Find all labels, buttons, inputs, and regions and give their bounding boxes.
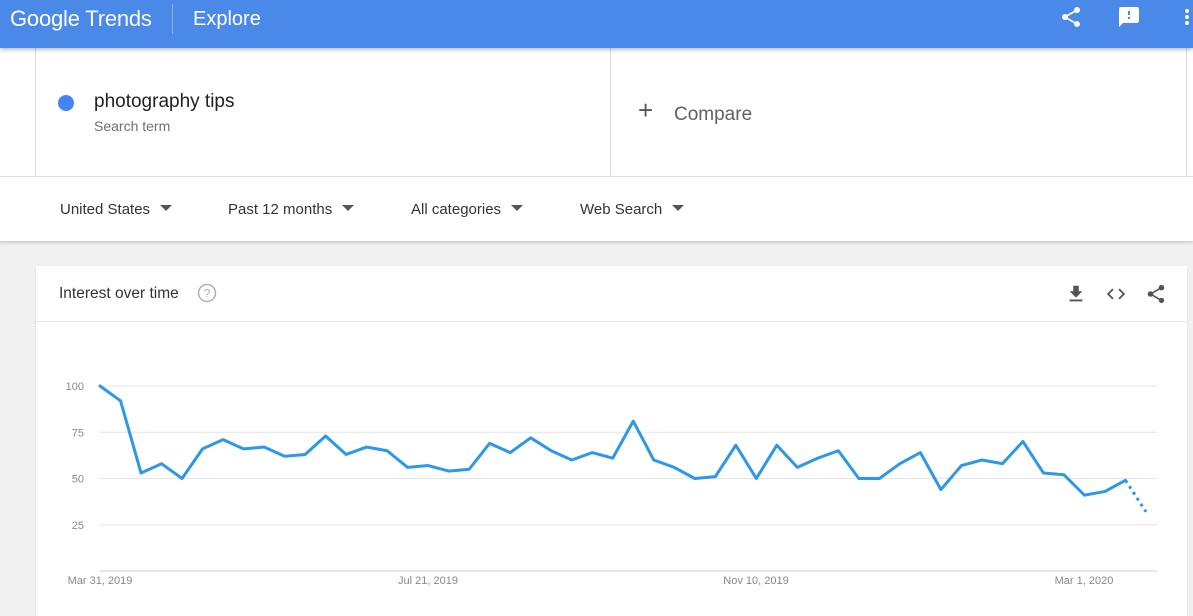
series-partial-line [1124, 479, 1148, 513]
filter-bar: United States Past 12 months All categor… [0, 176, 1193, 241]
share-icon[interactable] [1145, 283, 1167, 305]
region-dropdown[interactable]: United States [60, 201, 173, 218]
plus-icon: + [638, 95, 654, 125]
page-title: Explore [193, 8, 261, 30]
interest-line-chart[interactable]: 25 50 75 100 Mar 31, 2019 Jul 21, 2019 Nov 10,… [36, 266, 1187, 616]
x-tick-label: Mar 31, 2019 [68, 575, 133, 587]
category-dropdown[interactable]: All categories [411, 201, 524, 218]
logo-google-text: Google [10, 6, 80, 31]
feedback-icon[interactable] [1117, 5, 1141, 29]
svg-text:?: ? [204, 287, 211, 301]
more-vert-icon[interactable] [1175, 5, 1193, 29]
y-tick-label: 100 [66, 381, 84, 393]
card-title: Interest over time [59, 285, 179, 302]
category-label: All categories [411, 201, 502, 218]
y-tick-label: 25 [72, 520, 84, 532]
term-color-dot [58, 95, 74, 111]
dropdown-arrow-icon [511, 205, 524, 212]
y-tick-label: 75 [72, 427, 84, 439]
search-terms-panel: photography tips Search term + Compare [0, 48, 1193, 176]
x-tick-label: Nov 10, 2019 [723, 575, 788, 587]
dropdown-arrow-icon [160, 205, 173, 212]
interest-over-time-card: Interest over time ? 25 50 75 100 Mar 31, 20… [36, 266, 1187, 616]
search-type-label: Web Search [580, 201, 663, 218]
download-icon[interactable] [1065, 283, 1087, 305]
dropdown-arrow-icon [342, 205, 355, 212]
compare-button[interactable]: + Compare [611, 48, 1187, 176]
compare-label: Compare [674, 104, 753, 125]
series-line [98, 384, 1127, 497]
help-icon[interactable]: ? [197, 283, 217, 303]
search-term-name[interactable]: photography tips [94, 91, 235, 112]
region-label: United States [60, 201, 151, 218]
logo-trends-text: Trends [85, 6, 152, 31]
top-app-bar: Google Trends Explore [0, 0, 1193, 48]
google-trends-logo[interactable]: Google Trends [10, 6, 152, 32]
share-icon[interactable] [1059, 5, 1083, 29]
dropdown-arrow-icon [672, 205, 685, 212]
search-term-subtitle: Search term [94, 118, 171, 134]
embed-icon[interactable] [1105, 283, 1127, 305]
time-range-dropdown[interactable]: Past 12 months [228, 201, 355, 218]
x-tick-label: Jul 21, 2019 [398, 575, 458, 587]
search-term-card[interactable]: photography tips Search term [35, 48, 611, 176]
time-range-label: Past 12 months [228, 201, 333, 218]
search-type-dropdown[interactable]: Web Search [580, 201, 685, 218]
header-divider [172, 4, 173, 34]
card-header: Interest over time ? [36, 266, 1187, 322]
x-tick-label: Mar 1, 2020 [1055, 575, 1114, 587]
y-tick-label: 50 [72, 474, 84, 486]
